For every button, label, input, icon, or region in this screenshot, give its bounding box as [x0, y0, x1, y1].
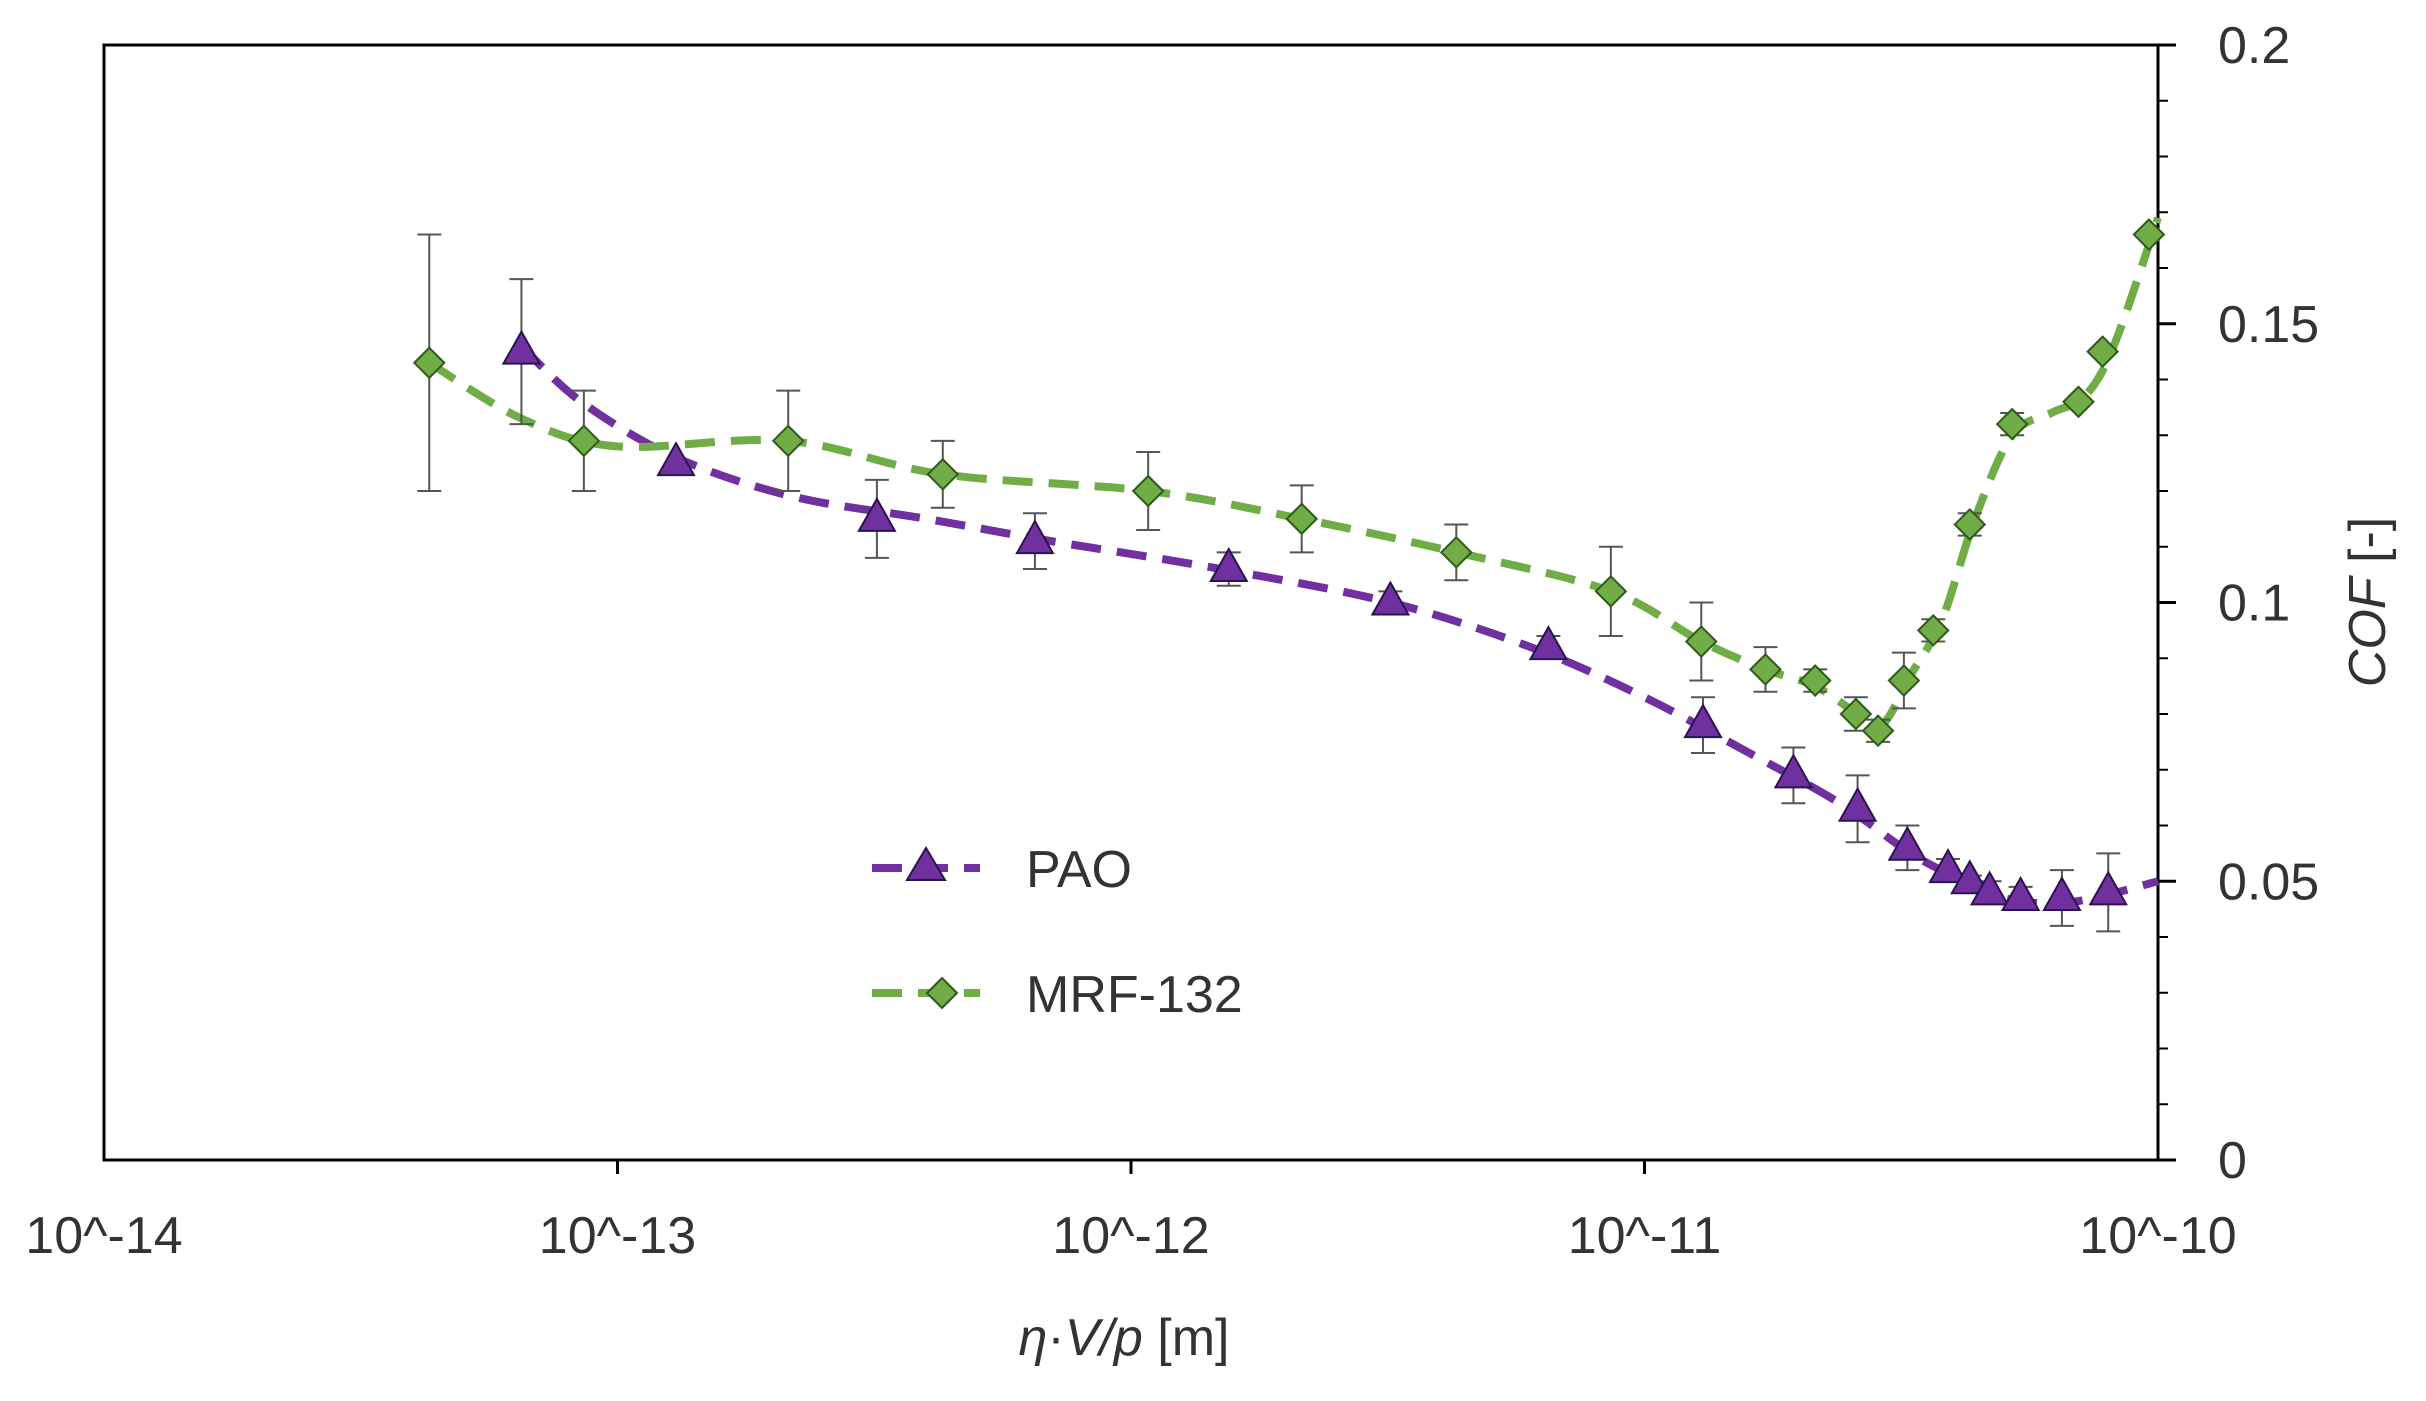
x-tick-label: 10^-11 [1568, 1207, 1722, 1265]
fit-line-pao [518, 343, 2159, 908]
marker-mrf-132 [2132, 218, 2166, 251]
marker-pao [1950, 859, 1990, 895]
y-tick-label: 0.15 [2218, 296, 2319, 354]
marker-pao [2042, 875, 2082, 911]
x-tick-label: 10^-10 [2079, 1207, 2236, 1265]
x-tick-label: 10^-13 [539, 1207, 696, 1265]
data-markers [412, 218, 2166, 911]
y-tick-label: 0.2 [2218, 17, 2290, 75]
y-tick-label: 0.1 [2218, 575, 2290, 633]
marker-mrf-132 [1839, 697, 1873, 731]
marker-pao [1370, 580, 1411, 616]
marker-mrf-132 [1439, 535, 1473, 569]
x-axis-title: η·V/p [m] [1019, 1309, 1230, 1367]
marker-pao [1683, 703, 1723, 739]
legend-label-mrf-132: MRF-132 [1026, 966, 1243, 1024]
legend-entry-mrf-132: MRF-132 [872, 966, 1243, 1024]
marker-pao [656, 441, 696, 477]
marker-mrf-132 [2062, 385, 2095, 419]
marker-mrf-132 [1285, 502, 1319, 536]
fit-lines [427, 216, 2162, 908]
legend: PAO MRF-132 [872, 841, 1243, 1024]
marker-mrf-132 [1798, 664, 1832, 697]
axis-ticks: 10^-14 10^-13 10^-12 10^-11 10^-10 0 0.05 0.1 0.… [25, 17, 2319, 1265]
marker-mrf-132 [1684, 625, 1718, 658]
y-tick-label: 0.05 [2218, 853, 2319, 911]
legend-entry-pao: PAO [872, 841, 1132, 899]
x-tick-label: 10^-14 [25, 1207, 182, 1265]
marker-pao [1969, 870, 2010, 906]
marker-pao [1928, 848, 1968, 884]
marker-pao [1528, 625, 1569, 661]
legend-label-pao: PAO [1026, 841, 1132, 899]
marker-mrf-132 [1749, 652, 1782, 686]
marker-pao [1773, 753, 1814, 789]
marker-pao [1015, 519, 1055, 555]
marker-mrf-132 [926, 457, 960, 491]
y-axis-title: COF [-] [2339, 517, 2397, 687]
marker-mrf-132 [412, 346, 446, 380]
legend-marker-pao [905, 846, 947, 881]
marker-mrf-132 [1131, 474, 1165, 508]
marker-mrf-132 [1916, 613, 1950, 647]
marker-mrf-132 [1861, 714, 1895, 748]
marker-pao [857, 496, 897, 532]
marker-mrf-132 [1953, 508, 1987, 541]
marker-pao [501, 329, 542, 365]
marker-mrf-132 [1887, 664, 1921, 697]
marker-pao [1887, 825, 1928, 861]
marker-mrf-132 [1995, 407, 2029, 441]
marker-pao [2000, 875, 2041, 911]
error-bars [417, 233, 2121, 933]
marker-mrf-132 [1594, 574, 1628, 608]
marker-mrf-132 [567, 424, 601, 458]
legend-marker-mrf-132 [925, 976, 959, 1010]
x-tick-label: 10^-12 [1052, 1207, 1209, 1265]
marker-mrf-132 [2086, 335, 2120, 369]
marker-pao [2088, 870, 2128, 906]
marker-pao [1837, 786, 1878, 822]
marker-mrf-132 [771, 424, 805, 458]
y-tick-label: 0 [2218, 1132, 2247, 1190]
marker-pao [1209, 547, 1249, 583]
